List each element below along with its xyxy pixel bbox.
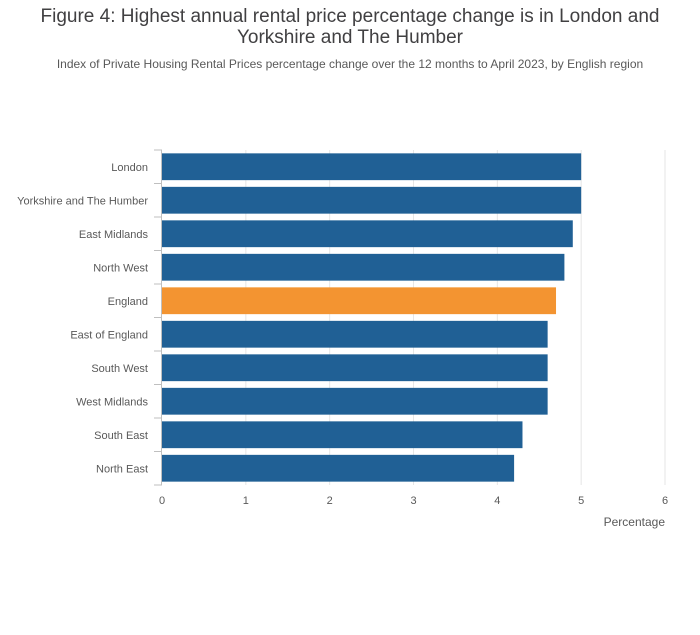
y-category-label: East of England bbox=[70, 329, 148, 341]
bar-east-midlands[interactable] bbox=[162, 220, 573, 248]
bar-east-of-england[interactable] bbox=[162, 320, 548, 348]
y-category-label: West Midlands bbox=[76, 396, 148, 408]
chart-subtitle: Index of Private Housing Rental Prices p… bbox=[56, 57, 644, 71]
bar-yorkshire-and-the-humber[interactable] bbox=[162, 186, 582, 214]
bars bbox=[162, 153, 582, 482]
y-category-label: England bbox=[108, 296, 148, 308]
x-tick-label: 5 bbox=[578, 495, 584, 507]
x-tick-label: 0 bbox=[159, 495, 165, 507]
x-tick-label: 4 bbox=[494, 495, 500, 507]
y-category-label: North West bbox=[93, 262, 148, 274]
x-tick-label: 1 bbox=[243, 495, 249, 507]
y-category-label: South West bbox=[91, 363, 148, 375]
bar-south-east[interactable] bbox=[162, 421, 523, 449]
y-category-label: London bbox=[111, 162, 148, 174]
y-category-label: East Midlands bbox=[79, 229, 149, 241]
bar-south-west[interactable] bbox=[162, 354, 548, 382]
x-tick-label: 3 bbox=[410, 495, 416, 507]
bar-london[interactable] bbox=[162, 153, 582, 181]
bar-north-west[interactable] bbox=[162, 253, 565, 281]
y-category-label: Yorkshire and The Humber bbox=[17, 195, 148, 207]
x-axis: 0 1 2 3 4 5 6 bbox=[159, 495, 668, 507]
x-tick-label: 6 bbox=[662, 495, 668, 507]
x-axis-title: Percentage bbox=[604, 515, 666, 529]
chart-title: Figure 4: Highest annual rental price pe… bbox=[40, 6, 660, 48]
x-tick-label: 2 bbox=[327, 495, 333, 507]
y-category-label: North East bbox=[96, 463, 148, 475]
y-axis: London Yorkshire and The Humber East Midla… bbox=[17, 149, 162, 486]
bar-north-east[interactable] bbox=[162, 454, 515, 482]
y-category-label: South East bbox=[94, 430, 148, 442]
bar-england[interactable] bbox=[162, 287, 557, 315]
bar-west-midlands[interactable] bbox=[162, 387, 548, 415]
